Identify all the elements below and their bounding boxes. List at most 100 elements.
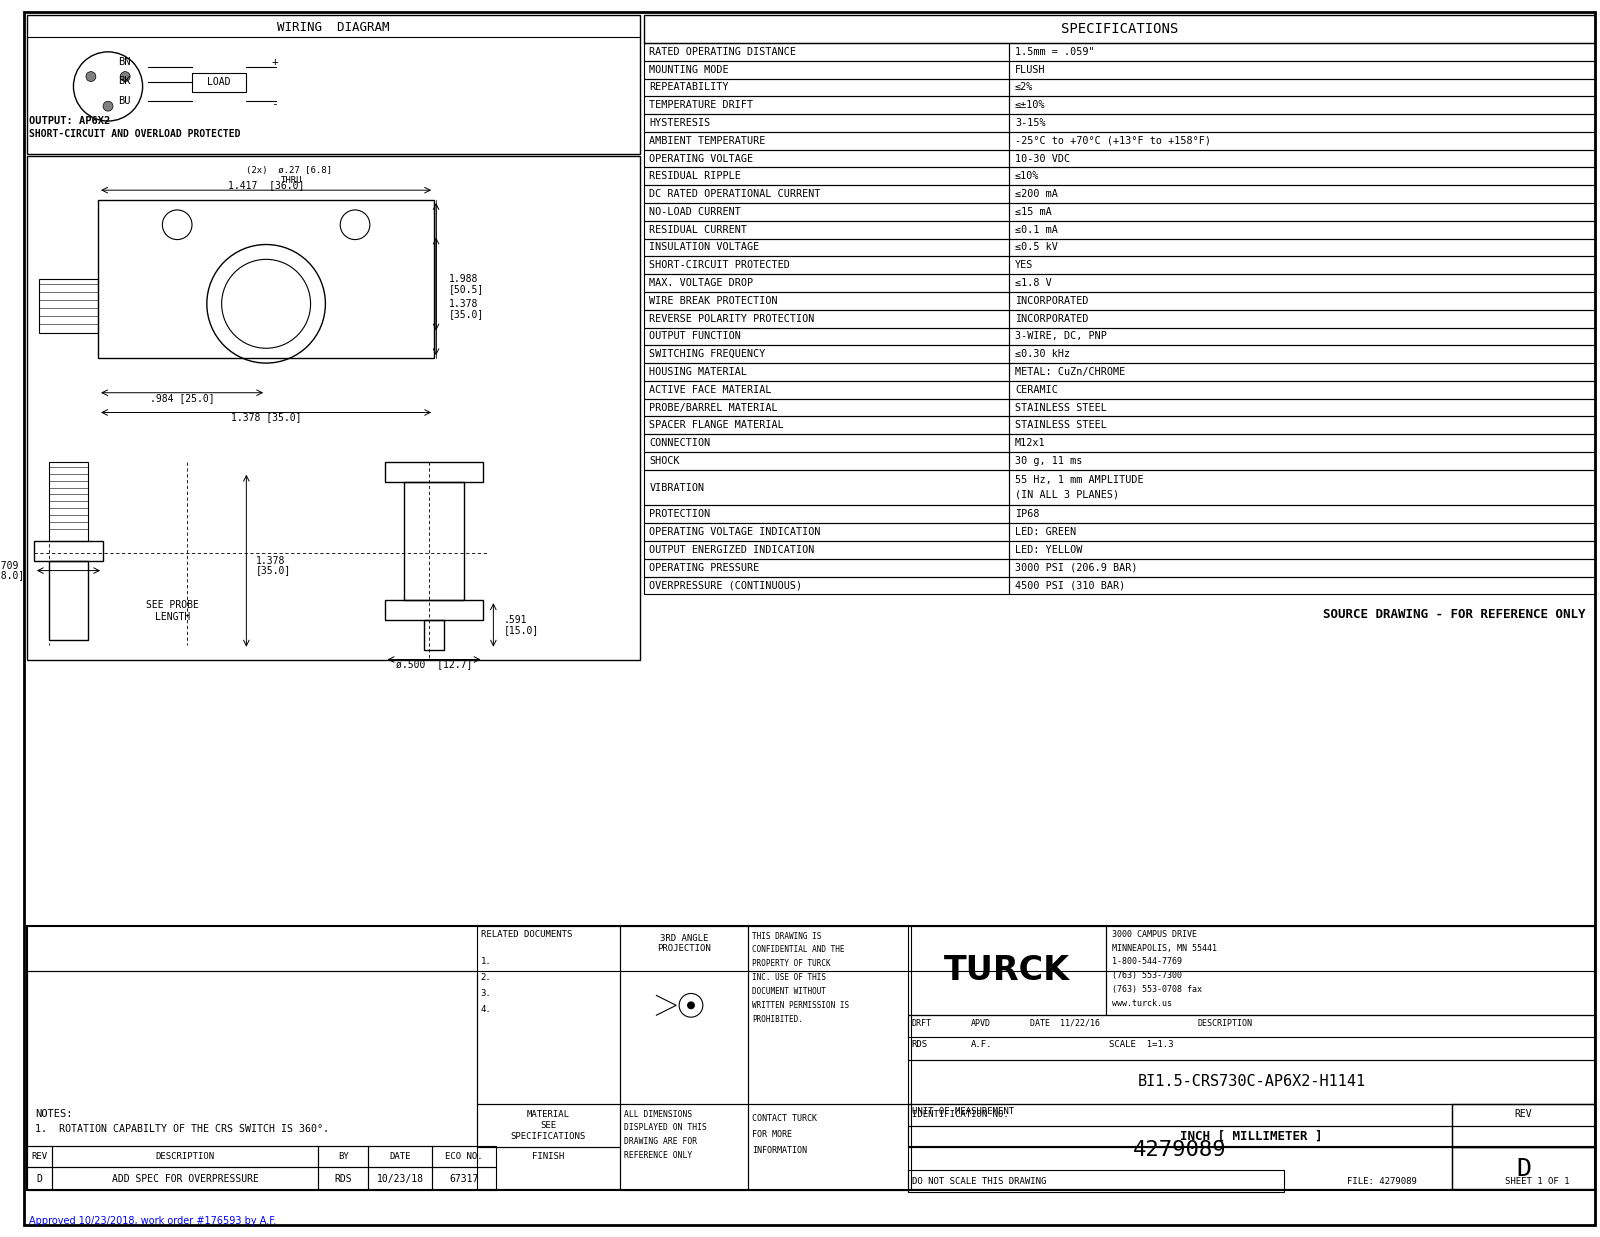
Text: ≤200 mA: ≤200 mA xyxy=(1014,189,1058,199)
Bar xyxy=(643,309,1010,328)
Bar xyxy=(1010,345,1595,364)
Text: (763) 553-7300: (763) 553-7300 xyxy=(1112,971,1182,980)
Bar xyxy=(643,96,1010,114)
Text: INSULATION VOLTAGE: INSULATION VOLTAGE xyxy=(650,242,760,252)
Text: IDENTIFICATION NO.: IDENTIFICATION NO. xyxy=(912,1110,1010,1118)
Bar xyxy=(1010,309,1595,328)
Text: SHOCK: SHOCK xyxy=(650,456,680,466)
Text: DOCUMENT WITHOUT: DOCUMENT WITHOUT xyxy=(752,987,826,996)
Text: D: D xyxy=(1515,1157,1531,1180)
Text: BU: BU xyxy=(118,96,131,106)
Text: INCORPORATED: INCORPORATED xyxy=(1014,314,1088,324)
Text: ACTIVE FACE MATERIAL: ACTIVE FACE MATERIAL xyxy=(650,385,771,395)
Text: SEE: SEE xyxy=(541,1122,557,1131)
Text: DRFT: DRFT xyxy=(912,1018,931,1028)
Text: THIS DRAWING IS: THIS DRAWING IS xyxy=(752,931,822,940)
Bar xyxy=(368,1168,432,1190)
Bar xyxy=(1010,114,1595,132)
Text: MATERIAL: MATERIAL xyxy=(526,1110,570,1118)
Bar xyxy=(909,1170,1283,1192)
Bar xyxy=(1010,275,1595,292)
Text: .984 [25.0]: .984 [25.0] xyxy=(150,392,214,403)
Text: [35.0]: [35.0] xyxy=(256,565,291,575)
Text: DC RATED OPERATIONAL CURRENT: DC RATED OPERATIONAL CURRENT xyxy=(650,189,821,199)
Text: 1-800-544-7769: 1-800-544-7769 xyxy=(1112,957,1182,966)
Circle shape xyxy=(86,72,96,82)
Text: 55 Hz, 1 mm AMPLITUDE: 55 Hz, 1 mm AMPLITUDE xyxy=(1014,475,1144,485)
Bar xyxy=(1010,364,1595,381)
Text: TURCK: TURCK xyxy=(944,954,1070,987)
Text: A.F.: A.F. xyxy=(971,1040,992,1049)
Bar xyxy=(27,1145,51,1168)
Bar xyxy=(1010,78,1595,96)
Text: LOAD: LOAD xyxy=(206,78,230,88)
Bar xyxy=(477,1105,619,1147)
Circle shape xyxy=(102,101,114,111)
Text: ≤0.30 kHz: ≤0.30 kHz xyxy=(1014,349,1070,359)
Text: REVERSE POLARITY PROTECTION: REVERSE POLARITY PROTECTION xyxy=(650,314,814,324)
Text: OUTPUT: AP6X2: OUTPUT: AP6X2 xyxy=(29,116,110,126)
Text: (2x)  ø.27 [6.8]: (2x) ø.27 [6.8] xyxy=(246,166,333,174)
Text: REV: REV xyxy=(1515,1110,1533,1119)
Text: ≤±10%: ≤±10% xyxy=(1014,100,1046,110)
Text: 10-30 VDC: 10-30 VDC xyxy=(1014,153,1070,163)
Text: STAINLESS STEEL: STAINLESS STEEL xyxy=(1014,421,1107,430)
Bar xyxy=(643,132,1010,150)
Bar xyxy=(643,398,1010,417)
Text: BN: BN xyxy=(118,57,131,67)
Bar xyxy=(192,73,246,93)
Text: HYSTERESIS: HYSTERESIS xyxy=(650,118,710,127)
Bar xyxy=(1010,328,1595,345)
Text: SPECIFICATIONS: SPECIFICATIONS xyxy=(1061,22,1178,36)
Bar xyxy=(51,1145,318,1168)
Bar xyxy=(909,1060,1595,1105)
Bar xyxy=(368,1145,432,1168)
Bar xyxy=(1010,506,1595,523)
Bar xyxy=(48,461,88,541)
Bar xyxy=(384,461,483,481)
Text: SPECIFICATIONS: SPECIFICATIONS xyxy=(510,1132,586,1142)
Bar xyxy=(643,43,1010,61)
Bar xyxy=(1010,398,1595,417)
Text: METAL: CuZn/CHROME: METAL: CuZn/CHROME xyxy=(1014,367,1125,377)
Text: 1.417  [36.0]: 1.417 [36.0] xyxy=(227,181,304,190)
Bar xyxy=(1010,541,1595,559)
Text: REPEATABILITY: REPEATABILITY xyxy=(650,83,730,93)
Bar xyxy=(643,15,1595,43)
Text: 1.  ROTATION CAPABILTY OF THE CRS SWITCH IS 360°.: 1. ROTATION CAPABILTY OF THE CRS SWITCH … xyxy=(35,1124,330,1134)
Text: 4.: 4. xyxy=(480,1004,491,1014)
Text: OUTPUT ENERGIZED INDICATION: OUTPUT ENERGIZED INDICATION xyxy=(650,544,814,555)
Bar xyxy=(643,78,1010,96)
Bar xyxy=(38,280,98,334)
Text: FLUSH: FLUSH xyxy=(1014,64,1046,74)
Bar xyxy=(1010,256,1595,275)
Text: BK: BK xyxy=(118,77,131,87)
Bar xyxy=(51,1168,318,1190)
Bar xyxy=(643,203,1010,221)
Text: SHORT-CIRCUIT PROTECTED: SHORT-CIRCUIT PROTECTED xyxy=(650,260,790,270)
Text: 4279089: 4279089 xyxy=(1133,1139,1227,1159)
Text: CONTACT TURCK: CONTACT TURCK xyxy=(752,1115,818,1123)
Text: 1.378: 1.378 xyxy=(450,299,478,309)
Text: OVERPRESSURE (CONTINUOUS): OVERPRESSURE (CONTINUOUS) xyxy=(650,580,803,590)
Text: ≤10%: ≤10% xyxy=(1014,172,1040,182)
Text: WIRING  DIAGRAM: WIRING DIAGRAM xyxy=(277,21,389,33)
Bar xyxy=(27,1168,51,1190)
Text: SPACER FLANGE MATERIAL: SPACER FLANGE MATERIAL xyxy=(650,421,784,430)
Text: +: + xyxy=(270,57,278,67)
Text: .591: .591 xyxy=(504,615,526,625)
Text: FINISH: FINISH xyxy=(533,1152,565,1162)
Text: Approved 10/23/2018, work order #176593 by A.F.: Approved 10/23/2018, work order #176593 … xyxy=(29,1216,277,1226)
Text: DRAWING ARE FOR: DRAWING ARE FOR xyxy=(624,1137,698,1147)
Text: THRU: THRU xyxy=(282,176,302,184)
Bar xyxy=(643,292,1010,309)
Text: UNIT OF MEASUREMENT: UNIT OF MEASUREMENT xyxy=(912,1107,1014,1116)
Bar xyxy=(1010,576,1595,594)
Text: CONNECTION: CONNECTION xyxy=(650,438,710,448)
Bar xyxy=(1010,203,1595,221)
Bar xyxy=(643,345,1010,364)
Bar xyxy=(1010,292,1595,309)
Bar xyxy=(1010,96,1595,114)
Text: ADD SPEC FOR OVERPRESSURE: ADD SPEC FOR OVERPRESSURE xyxy=(112,1174,259,1184)
Bar xyxy=(643,364,1010,381)
